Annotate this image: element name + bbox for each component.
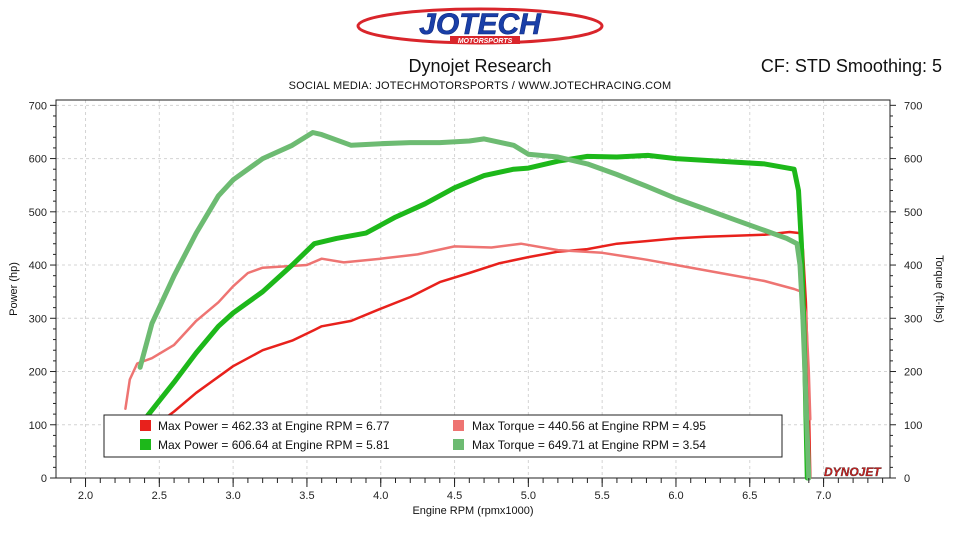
legend-swatch-1: [140, 420, 151, 431]
chart-series: [124, 130, 812, 481]
y-axis-left: 0 100 200 300 400 500 600 700: [29, 100, 56, 485]
y-right-tick-label: 500: [904, 207, 922, 219]
social-media-subtitle: SOCIAL MEDIA: JOTECHMOTORSPORTS / WWW.JO…: [288, 80, 672, 92]
dynojet-watermark: DYNOJET: [824, 465, 883, 479]
x-tick-label: 2.0: [78, 490, 93, 502]
x-axis-label: Engine RPM (rpmx1000): [412, 505, 533, 517]
x-tick-label: 6.5: [742, 490, 757, 502]
chart-grid: [56, 100, 890, 478]
series-green-torque: [137, 130, 812, 481]
y-left-tick-label: 200: [29, 367, 47, 379]
y-left-tick-label: 0: [41, 473, 47, 485]
y-right-tick-label: 700: [904, 100, 922, 112]
y-left-tick-label: 600: [29, 154, 47, 166]
x-tick-label: 6.0: [668, 490, 683, 502]
series-green-power: [142, 152, 810, 481]
x-tick-label: 4.5: [447, 490, 462, 502]
legend-box: Max Power = 462.33 at Engine RPM = 6.77 …: [103, 414, 783, 458]
y-axis-right-label: Torque (ft-lbs): [933, 255, 945, 323]
y-right-tick-label: 0: [904, 473, 910, 485]
y-right-tick-label: 600: [904, 154, 922, 166]
correction-factor-label: CF: STD Smoothing: 5: [760, 56, 942, 76]
chart-title: Dynojet Research: [408, 56, 552, 76]
logo-subtext: MOTORSPORTS: [458, 38, 513, 45]
y-right-tick-label: 200: [904, 367, 922, 379]
y-left-tick-label: 700: [29, 100, 47, 112]
y-left-tick-label: 100: [29, 420, 47, 432]
legend-swatch-4: [453, 439, 464, 450]
x-tick-label: 4.0: [373, 490, 388, 502]
y-left-tick-label: 500: [29, 207, 47, 219]
y-right-tick-label: 400: [904, 260, 922, 272]
jotech-logo: JOTECH MOTORSPORTS: [356, 7, 604, 45]
plot-frame: [55, 99, 891, 479]
series-red-power: [155, 230, 812, 480]
y-left-tick-label: 300: [29, 313, 47, 325]
x-tick-label: 7.0: [816, 490, 831, 502]
y-right-tick-label: 100: [904, 420, 922, 432]
legend-swatch-3: [140, 439, 151, 450]
y-axis-left-label: Power (hp): [8, 262, 20, 316]
x-axis: 2.0 2.5 3.0 3.5 4.0 4.5 5.0 5.5 6.0 6.5 7.0: [70, 478, 884, 502]
y-right-tick-label: 300: [904, 313, 922, 325]
logo-wordmark: JOTECH: [419, 8, 542, 41]
legend-entry-4: Max Torque = 649.71 at Engine RPM = 3.54: [472, 438, 706, 452]
legend-swatch-2: [453, 420, 464, 431]
series-red-torque: [124, 242, 812, 421]
x-tick-label: 3.5: [299, 490, 314, 502]
y-left-tick-label: 400: [29, 260, 47, 272]
legend-entry-2: Max Torque = 440.56 at Engine RPM = 4.95: [472, 419, 706, 433]
x-tick-label: 2.5: [152, 490, 167, 502]
legend-entry-1: Max Power = 462.33 at Engine RPM = 6.77: [158, 419, 390, 433]
x-tick-label: 5.5: [595, 490, 610, 502]
y-axis-right: 0 100 200 300 400 500 600 700: [890, 100, 922, 485]
x-tick-label: 3.0: [225, 490, 240, 502]
legend-entry-3: Max Power = 606.64 at Engine RPM = 5.81: [158, 438, 390, 452]
legend-frame: [103, 414, 783, 458]
x-tick-label: 5.0: [521, 490, 536, 502]
dynojet-watermark-text: DYNOJET: [824, 465, 882, 479]
